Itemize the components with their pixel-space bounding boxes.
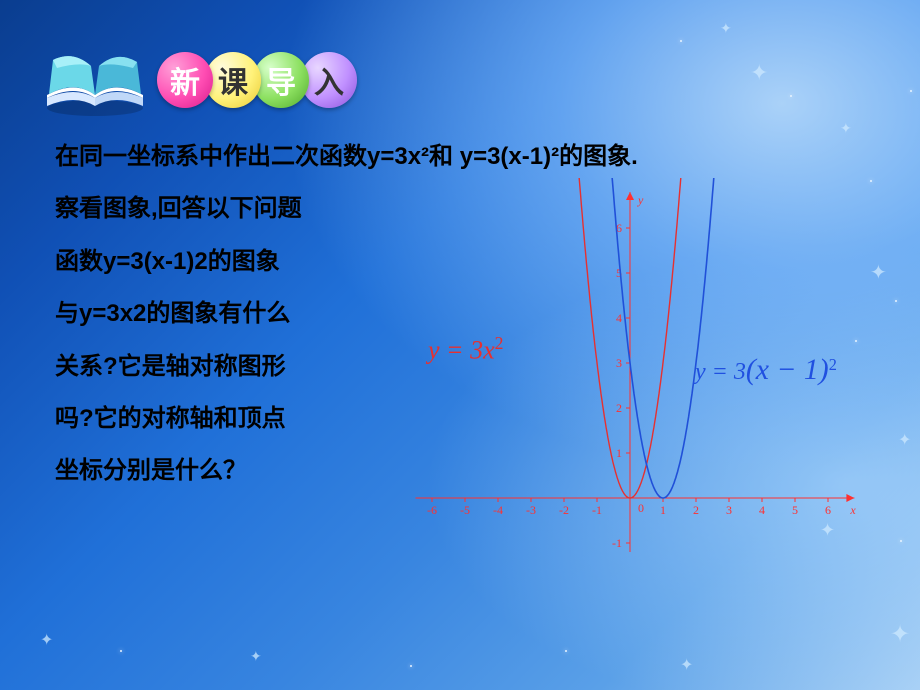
star-dot — [565, 650, 567, 652]
svg-text:2: 2 — [693, 503, 699, 517]
sparkle-icon: ✦ — [870, 260, 887, 285]
eq-blue-mid: (x − 1) — [746, 353, 829, 386]
equation-blue: y = 3(x − 1)2 — [695, 353, 837, 387]
star-dot — [870, 180, 872, 182]
text-line-1: 在同一坐标系中作出二次函数y=3x²和 y=3(x-1)²的图象. — [55, 138, 870, 176]
svg-text:5: 5 — [792, 503, 798, 517]
svg-text:1: 1 — [616, 446, 622, 460]
sparkle-icon: ✦ — [250, 648, 262, 665]
text-line-5: 关系?它是轴对称图形 — [55, 348, 435, 386]
star-dot — [900, 540, 902, 542]
sparkle-icon: ✦ — [750, 60, 768, 86]
svg-text:y: y — [637, 193, 644, 207]
circle-3: 导 — [253, 52, 309, 108]
svg-text:-1: -1 — [592, 503, 602, 517]
book-icon — [35, 40, 155, 120]
star-dot — [410, 665, 412, 667]
svg-text:3: 3 — [616, 356, 622, 370]
star-dot — [120, 650, 122, 652]
svg-text:2: 2 — [616, 401, 622, 415]
star-dot — [790, 95, 792, 97]
eq-blue-pre: y = 3 — [695, 359, 746, 385]
circle-2: 课 — [205, 52, 261, 108]
star-dot — [895, 300, 897, 302]
svg-text:-2: -2 — [559, 503, 569, 517]
star-dot — [855, 340, 857, 342]
parabola-plot: -6-5-4-3-2-1123456123456-10xy — [400, 178, 870, 598]
text-line-7: 坐标分别是什么？ — [55, 452, 435, 490]
sparkle-icon: ✦ — [898, 430, 911, 450]
eq-blue-exp: 2 — [829, 355, 837, 374]
star-dot — [910, 90, 912, 92]
graph-area: -6-5-4-3-2-1123456123456-10xy y = 3x2 y … — [400, 178, 870, 598]
text-line-3: 函数y=3(x-1)2的图象 — [55, 243, 435, 281]
eq-red-text: y = 3x — [428, 336, 495, 365]
svg-text:3: 3 — [726, 503, 732, 517]
content: 在同一坐标系中作出二次函数y=3x²和 y=3(x-1)²的图象. 察看图象,回… — [55, 138, 870, 505]
sparkle-icon: ✦ — [840, 120, 852, 137]
circle-1: 新 — [157, 52, 213, 108]
svg-text:6: 6 — [825, 503, 831, 517]
equation-red: y = 3x2 — [428, 333, 503, 366]
sparkle-icon: ✦ — [680, 655, 693, 675]
sparkle-icon: ✦ — [40, 630, 53, 650]
svg-text:-3: -3 — [526, 503, 536, 517]
svg-text:0: 0 — [638, 501, 644, 515]
text-line-2: 察看图象,回答以下问题 — [55, 190, 435, 228]
star-dot — [680, 40, 682, 42]
svg-text:-4: -4 — [493, 503, 503, 517]
svg-text:-6: -6 — [427, 503, 437, 517]
text-line-4: 与y=3x2的图象有什么 — [55, 295, 435, 333]
sparkle-icon: ✦ — [720, 20, 732, 37]
sparkle-icon: ✦ — [890, 620, 910, 649]
svg-text:4: 4 — [616, 311, 622, 325]
svg-text:x: x — [849, 503, 856, 517]
svg-text:1: 1 — [660, 503, 666, 517]
svg-text:4: 4 — [759, 503, 765, 517]
circle-4: 入 — [301, 52, 357, 108]
svg-text:-1: -1 — [612, 536, 622, 550]
header-circles: 新 课 导 入 — [165, 52, 357, 108]
svg-text:-5: -5 — [460, 503, 470, 517]
eq-red-exp: 2 — [495, 333, 504, 353]
section-header: 新 课 导 入 — [35, 40, 357, 120]
text-line-6: 吗?它的对称轴和顶点 — [55, 400, 435, 438]
